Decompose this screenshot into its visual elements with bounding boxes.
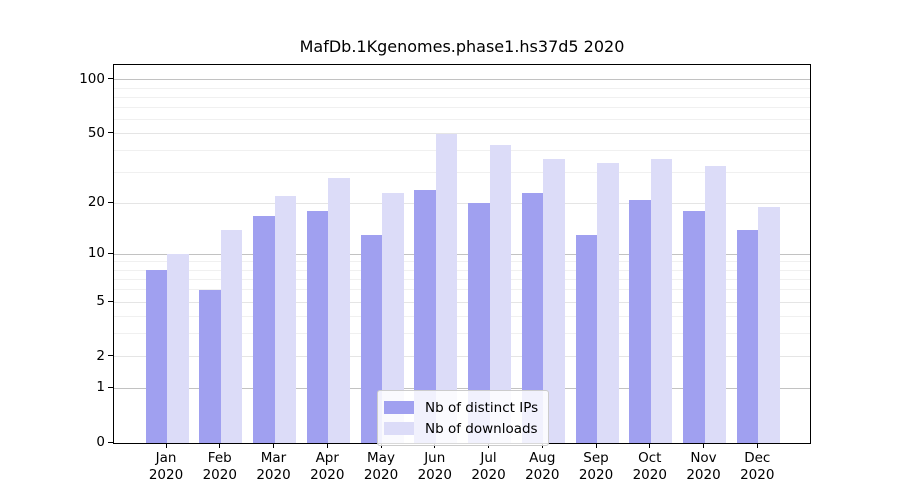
bar-distinct-ips-nov	[683, 211, 705, 443]
y-tick-label-1: 1	[96, 379, 105, 396]
legend-item-downloads: Nb of downloads	[384, 418, 538, 439]
bar-downloads-jan	[167, 254, 189, 443]
y-tick-label-5: 5	[96, 293, 105, 310]
bar-distinct-ips-may	[360, 235, 382, 443]
y-tick-mark-2	[108, 355, 113, 357]
bar-distinct-ips-apr	[306, 211, 329, 443]
x-tick-mark-apr	[326, 443, 328, 448]
chart-title: MafDb.1Kgenomes.phase1.hs37d5 2020	[299, 37, 625, 56]
bar-downloads-feb	[220, 229, 243, 443]
y-tick-label-0: 0	[96, 434, 105, 450]
gridline-y-70	[114, 107, 810, 109]
gridline-y-40	[114, 150, 810, 152]
y-tick-label-100: 100	[79, 70, 105, 87]
bar-distinct-ips-oct	[629, 199, 651, 443]
x-tick-label-jan: Jan 2020	[148, 450, 184, 483]
bar-distinct-ips-mar	[253, 215, 275, 443]
x-tick-label-aug: Aug 2020	[525, 450, 560, 483]
legend-item-distinct-ips: Nb of distinct IPs	[384, 397, 538, 418]
x-tick-mark-jan	[165, 443, 167, 448]
bar-downloads-oct	[650, 158, 673, 443]
bar-downloads-apr	[328, 178, 350, 443]
bar-distinct-ips-feb	[199, 289, 221, 443]
gridline-y-10	[114, 253, 810, 255]
gridline-y-90	[114, 87, 810, 89]
bar-downloads-sep	[597, 163, 619, 443]
x-tick-label-feb: Feb 2020	[202, 450, 237, 483]
x-tick-label-nov: Nov 2020	[686, 450, 721, 483]
bar-distinct-ips-aug	[521, 192, 544, 443]
bar-downloads-aug	[543, 158, 565, 443]
bar-downloads-nov	[704, 165, 726, 443]
bar-distinct-ips-jul	[468, 203, 490, 443]
x-tick-label-sep: Sep 2020	[578, 450, 614, 483]
y-tick-label-50: 50	[87, 124, 105, 141]
y-tick-mark-10	[108, 252, 113, 254]
gridline-y-5	[114, 301, 810, 303]
legend-label-downloads: Nb of downloads	[425, 420, 538, 437]
bar-downloads-mar	[274, 196, 296, 443]
bar-distinct-ips-sep	[575, 235, 597, 443]
y-tick-label-10: 10	[87, 245, 105, 262]
x-tick-mark-sep	[595, 443, 597, 448]
plot-area: Nb of distinct IPs Nb of downloads	[113, 64, 811, 446]
x-tick-label-oct: Oct 2020	[632, 450, 667, 483]
gridline-y-50	[114, 133, 810, 135]
x-tick-mark-mar	[273, 443, 274, 448]
gridline-y-1	[114, 387, 810, 389]
x-tick-mark-oct	[649, 443, 651, 448]
gridline-y-100	[114, 79, 810, 81]
gridline-y-9	[114, 261, 810, 263]
y-tick-label-2: 2	[96, 347, 105, 364]
x-tick-label-dec: Dec 2020	[740, 450, 775, 483]
gridline-y-2	[114, 356, 810, 358]
x-tick-label-may: May 2020	[363, 450, 399, 483]
x-tick-mark-feb	[219, 443, 221, 448]
bar-downloads-dec	[758, 207, 780, 443]
gridline-y-60	[114, 119, 810, 121]
gridline-y-4	[114, 315, 810, 317]
gridline-y-3	[114, 333, 810, 335]
gridline-y-7	[114, 278, 810, 280]
x-tick-label-jul: Jul 2020	[471, 450, 506, 483]
bar-downloads-may	[382, 192, 404, 443]
y-tick-mark-1	[108, 386, 113, 388]
y-tick-mark-0	[108, 441, 113, 443]
gridline-y-8	[114, 269, 810, 271]
legend: Nb of distinct IPs Nb of downloads	[377, 390, 550, 446]
gridline-y-20	[114, 202, 810, 204]
y-tick-mark-100	[108, 78, 113, 80]
y-tick-label-20: 20	[87, 194, 105, 211]
legend-label-distinct-ips: Nb of distinct IPs	[425, 399, 539, 416]
y-tick-mark-5	[108, 300, 113, 302]
x-tick-label-jun: Jun 2020	[417, 450, 452, 483]
x-tick-mark-nov	[703, 443, 704, 448]
y-tick-mark-50	[108, 132, 113, 134]
x-tick-mark-dec	[756, 443, 758, 448]
bar-distinct-ips-dec	[736, 229, 759, 443]
gridline-y-80	[114, 96, 810, 98]
legend-swatch-distinct-ips-icon	[384, 401, 414, 414]
legend-swatch-downloads-icon	[384, 422, 414, 435]
gridline-y-6	[114, 289, 810, 291]
y-tick-mark-20	[108, 201, 113, 203]
x-tick-label-apr: Apr 2020	[310, 450, 345, 483]
bar-downloads-jun	[435, 133, 458, 443]
bar-distinct-ips-jan	[145, 270, 167, 443]
gridline-y-30	[114, 172, 810, 174]
x-tick-label-mar: Mar 2020	[256, 450, 291, 483]
bar-downloads-jul	[489, 145, 511, 443]
bar-distinct-ips-jun	[414, 189, 436, 443]
